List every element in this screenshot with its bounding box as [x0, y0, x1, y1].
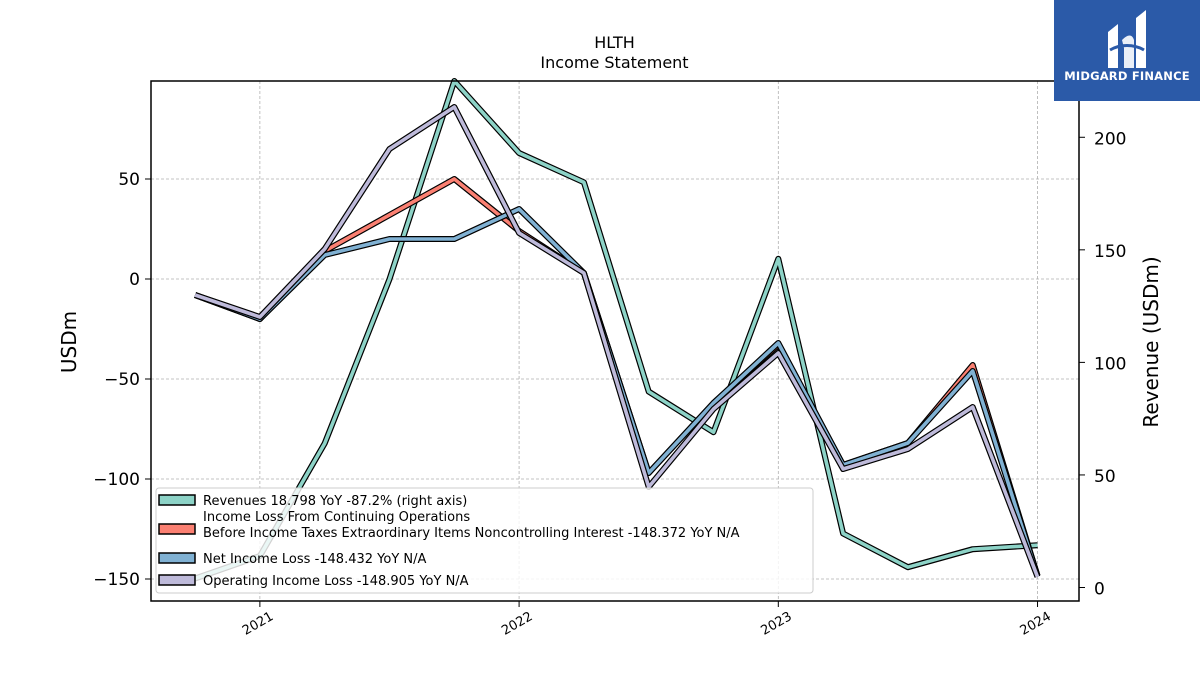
- y-tick-label-left: −100: [93, 470, 140, 490]
- chart-title: HLTH: [594, 33, 635, 52]
- y-tick-label-right: 100: [1094, 354, 1126, 374]
- legend-label-1: Income Loss From Continuing Operations: [203, 510, 470, 525]
- x-tick-label: 2023: [758, 609, 794, 639]
- midgard-logo-icon: [1108, 10, 1146, 68]
- legend-swatch-2: [158, 552, 196, 564]
- legend-swatch-1: [158, 523, 196, 535]
- legend-label-2: Net Income Loss -148.432 YoY N/A: [203, 552, 426, 567]
- y-tick-label-right: 200: [1094, 129, 1126, 149]
- y-axis-label-left: USDm: [57, 311, 81, 373]
- legend-label-3: Operating Income Loss -148.905 YoY N/A: [203, 574, 469, 589]
- y-tick-label-right: 50: [1094, 467, 1116, 487]
- y-tick-label-left: 0: [129, 270, 140, 290]
- chart-subtitle: Income Statement: [540, 53, 689, 72]
- y-tick-label-left: 50: [118, 170, 140, 190]
- y-tick-label-left: −150: [93, 570, 140, 590]
- y-tick-label-left: −50: [104, 370, 140, 390]
- legend: Revenues 18.798 YoY -87.2% (right axis)I…: [155, 487, 814, 594]
- legend-label-1: Before Income Taxes Extraordinary Items …: [203, 526, 740, 541]
- legend-box: [155, 487, 814, 594]
- x-tick-label: 2021: [240, 609, 276, 639]
- legend-swatch-3: [158, 574, 196, 586]
- legend-swatch-0: [158, 494, 196, 506]
- brand-name: MIDGARD FINANCE: [1064, 69, 1190, 83]
- x-tick-label: 2022: [499, 609, 535, 639]
- x-tick-label: 2024: [1018, 609, 1054, 639]
- series-line-3: [194, 105, 1040, 578]
- y-tick-label-right: 0: [1094, 579, 1105, 599]
- plot-frame: [150, 80, 1080, 602]
- series-line-0: [194, 79, 1038, 581]
- y-axis-label-right: Revenue (USDm): [1139, 256, 1163, 427]
- brand-logo: MIDGARD FINANCE: [1054, 0, 1200, 101]
- y-tick-label-right: 150: [1094, 242, 1126, 262]
- legend-label-0: Revenues 18.798 YoY -87.2% (right axis): [203, 494, 467, 509]
- series-lines: [194, 78, 1041, 582]
